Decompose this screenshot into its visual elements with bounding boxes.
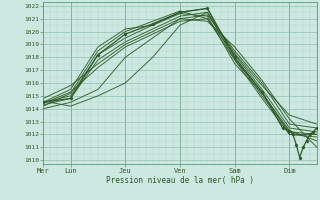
X-axis label: Pression niveau de la mer( hPa ): Pression niveau de la mer( hPa ): [106, 176, 254, 185]
